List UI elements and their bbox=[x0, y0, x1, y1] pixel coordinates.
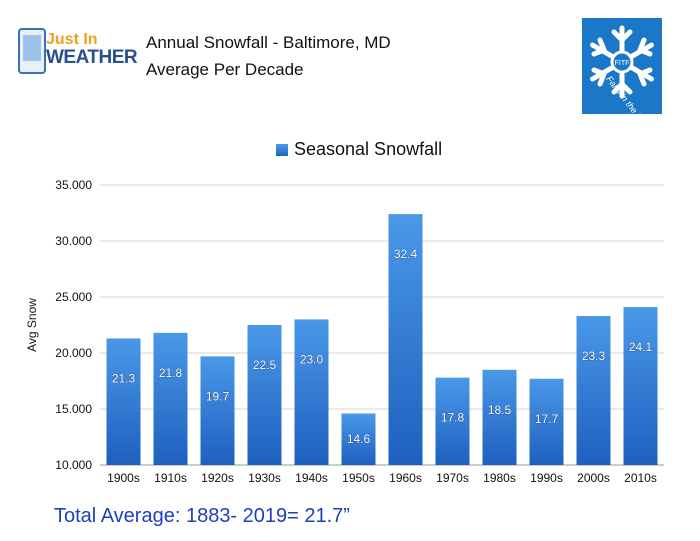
x-tick-label: 2010s bbox=[624, 471, 657, 485]
data-label-2010s: 24.1 bbox=[629, 340, 653, 354]
just-in-weather-logo: Just In WEATHER bbox=[18, 28, 138, 76]
badge-initials: FITF bbox=[615, 60, 630, 67]
data-label-1930s: 22.5 bbox=[253, 358, 277, 372]
bar-2000s bbox=[576, 316, 611, 465]
data-label-1940s: 23.0 bbox=[300, 352, 324, 366]
logo-line-2: WEATHER bbox=[46, 47, 138, 68]
bar-1920s bbox=[200, 356, 235, 465]
x-tick-label: 1960s bbox=[389, 471, 422, 485]
snowflake-icon: FITF bbox=[590, 25, 654, 99]
phone-icon bbox=[18, 28, 46, 74]
data-label-1960s: 32.4 bbox=[394, 247, 418, 261]
y-tick-label: 35.000 bbox=[55, 178, 92, 192]
data-label-1990s: 17.7 bbox=[535, 412, 559, 426]
data-label-1900s: 21.3 bbox=[112, 371, 136, 385]
x-tick-label: 1950s bbox=[342, 471, 375, 485]
bar-1980s bbox=[482, 369, 517, 465]
x-tick-label: 1980s bbox=[483, 471, 516, 485]
data-label-1910s: 21.8 bbox=[159, 366, 183, 380]
data-label-1980s: 18.5 bbox=[488, 403, 512, 417]
x-tick-label: 1970s bbox=[436, 471, 469, 485]
bar-1910s bbox=[153, 332, 188, 465]
y-axis-label: Avg Snow bbox=[25, 298, 39, 352]
chart-subtitle: Average Per Decade bbox=[146, 60, 304, 79]
bar-1950s bbox=[341, 413, 376, 465]
legend-swatch bbox=[276, 144, 288, 156]
x-tick-label: 1940s bbox=[295, 471, 328, 485]
legend-label: Seasonal Snowfall bbox=[294, 139, 443, 159]
y-tick-label: 30.000 bbox=[55, 234, 92, 248]
y-tick-label: 15.000 bbox=[55, 402, 92, 416]
total-average-note: Total Average: 1883- 2019= 21.7” bbox=[54, 505, 350, 527]
x-tick-label: 1930s bbox=[248, 471, 281, 485]
bar-1990s bbox=[529, 378, 564, 465]
data-label-1950s: 14.6 bbox=[347, 432, 371, 446]
bar-1960s bbox=[388, 214, 423, 465]
data-label-1920s: 19.7 bbox=[206, 389, 230, 403]
bar-1940s bbox=[294, 319, 329, 465]
x-tick-label: 1990s bbox=[530, 471, 563, 485]
data-label-2000s: 23.3 bbox=[582, 349, 606, 363]
x-tick-label: 1920s bbox=[201, 471, 234, 485]
y-tick-label: 10.000 bbox=[55, 458, 92, 472]
x-tick-label: 1910s bbox=[154, 471, 187, 485]
y-tick-label: 25.000 bbox=[55, 290, 92, 304]
data-label-1970s: 17.8 bbox=[441, 411, 465, 425]
bar-2010s bbox=[623, 307, 658, 465]
x-tick-label: 1900s bbox=[107, 471, 140, 485]
logo-line-1: Just In bbox=[46, 31, 98, 48]
bar-1970s bbox=[435, 377, 470, 465]
faith-in-the-flakes-badge: FITF Faith in the Flakes bbox=[582, 18, 662, 138]
bar-1900s bbox=[106, 338, 141, 465]
x-tick-label: 2000s bbox=[577, 471, 610, 485]
chart-title: Annual Snowfall - Baltimore, MD bbox=[146, 33, 391, 52]
bar-1930s bbox=[247, 325, 282, 465]
y-tick-label: 20.000 bbox=[55, 346, 92, 360]
